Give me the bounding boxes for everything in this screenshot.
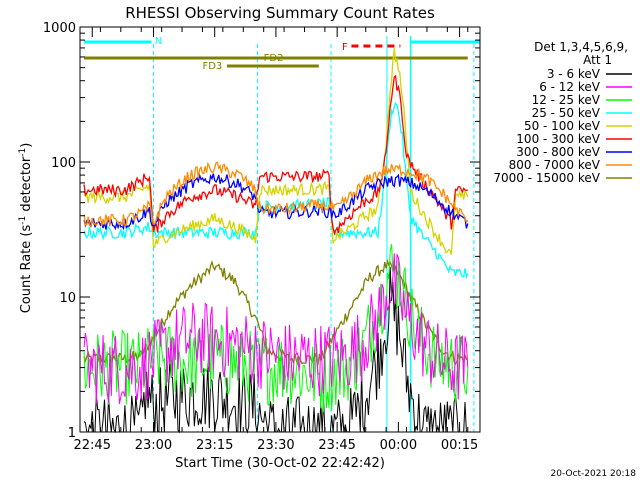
y-tick-label: 100 <box>51 156 76 171</box>
x-tick-label: 23:00 <box>135 438 172 453</box>
series-line-50-100-kev-kev <box>83 48 469 255</box>
legend-label: 100 - 300 keV <box>516 132 600 146</box>
legend-label: 12 - 25 keV <box>532 93 601 107</box>
x-tick-label: 00:15 <box>441 438 478 453</box>
legend-header-2: Att 1 <box>583 53 612 67</box>
y-tick-label: 1000 <box>43 21 76 36</box>
x-tick-label: 23:30 <box>257 438 294 453</box>
footer-timestamp: 20-Oct-2021 20:18 <box>551 469 637 479</box>
series-line-300-800-kev-kev <box>83 173 469 231</box>
x-tick-label: 23:45 <box>318 438 355 453</box>
fd3-label: FD3 <box>202 61 222 72</box>
chart-title: RHESSI Observing Summary Count Rates <box>125 4 435 22</box>
legend-label: 300 - 800 keV <box>516 145 600 159</box>
series-line-6-12-kev-kev <box>83 253 469 404</box>
series-line-100-300-kev-kev <box>83 74 468 236</box>
legend-label: 800 - 7000 keV <box>509 158 601 172</box>
series-line-800-7000-kev-kev <box>83 161 469 228</box>
night-label: N <box>155 36 162 47</box>
legend-label: 50 - 100 keV <box>524 119 601 133</box>
x-tick-label: 23:15 <box>196 438 233 453</box>
x-tick-label: 00:00 <box>380 438 417 453</box>
y-tick-label: 1 <box>68 426 76 441</box>
y-tick-label: 10 <box>59 291 76 306</box>
x-tick-label: 22:45 <box>74 438 111 453</box>
flare-label: F <box>342 42 348 53</box>
legend-label: 7000 - 15000 keV <box>493 171 600 185</box>
legend-label: 25 - 50 keV <box>532 106 601 120</box>
axis-ticks: 22:45 23:00 23:15 23:30 23:45 00:00 00:15 1 10 10… <box>43 21 480 453</box>
legend-label: 6 - 12 keV <box>539 80 601 94</box>
x-axis-label: Start Time (30-Oct-02 22:42:42) <box>175 456 385 471</box>
plot-frame <box>79 26 481 433</box>
y-axis-label: Count Rate (s-1 detector-1) <box>18 143 34 314</box>
legend-label: 3 - 6 keV <box>547 67 601 81</box>
observing-state-bars: N FD2 FD3 F <box>84 36 480 432</box>
fd2-label: FD2 <box>264 53 284 64</box>
legend-header-1: Det 1,3,4,5,6,9, <box>534 40 628 54</box>
series-line-12-25-kev-kev <box>83 244 469 413</box>
